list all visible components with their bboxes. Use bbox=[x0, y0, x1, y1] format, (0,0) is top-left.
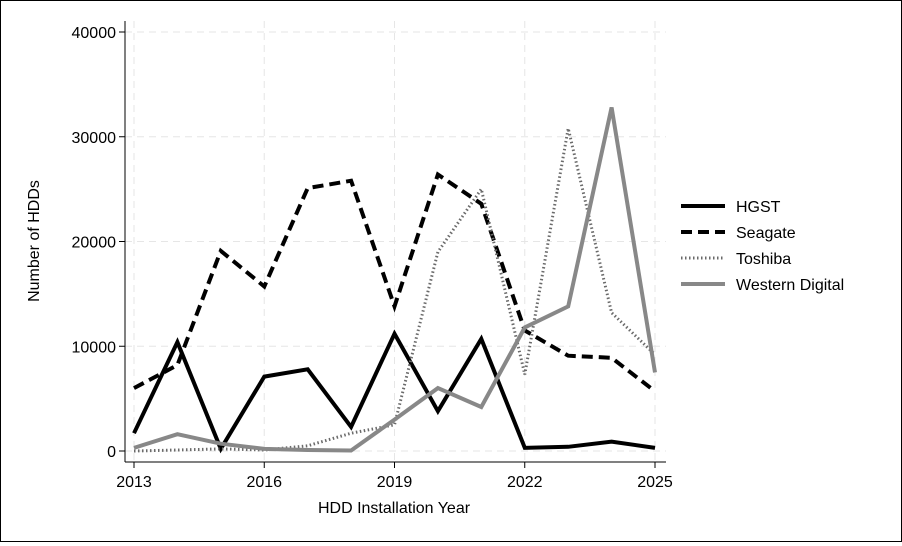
axes bbox=[119, 21, 666, 468]
x-axis-label: HDD Installation Year bbox=[318, 500, 471, 517]
x-tick-label: 2025 bbox=[637, 474, 673, 491]
x-tick-label: 2016 bbox=[246, 474, 282, 491]
legend: HGST Seagate Toshiba Western Digital bbox=[681, 199, 844, 294]
grid-lines bbox=[125, 21, 666, 462]
x-tick-label: 2013 bbox=[116, 474, 152, 491]
y-tick-label: 40000 bbox=[72, 25, 117, 42]
x-tick-label: 2019 bbox=[377, 474, 413, 491]
y-axis-label: Number of HDDs bbox=[26, 180, 43, 302]
legend-label-western-digital: Western Digital bbox=[736, 277, 844, 294]
legend-label-seagate: Seagate bbox=[736, 225, 796, 242]
y-tick-label: 20000 bbox=[72, 235, 117, 252]
x-tick-label: 2022 bbox=[507, 474, 543, 491]
tick-labels: 0 10000 20000 30000 40000 2013 2016 2019 2022 202… bbox=[72, 25, 673, 491]
legend-label-hgst: HGST bbox=[736, 199, 781, 216]
series-lines bbox=[132, 106, 657, 454]
y-tick-label: 0 bbox=[107, 444, 116, 461]
y-tick-label: 10000 bbox=[72, 339, 117, 356]
legend-label-toshiba: Toshiba bbox=[736, 251, 791, 268]
series-line-seagate bbox=[133, 171, 657, 393]
series-line-western-digital bbox=[133, 106, 657, 453]
y-tick-label: 30000 bbox=[72, 130, 117, 147]
series-line-hgst bbox=[132, 329, 656, 454]
